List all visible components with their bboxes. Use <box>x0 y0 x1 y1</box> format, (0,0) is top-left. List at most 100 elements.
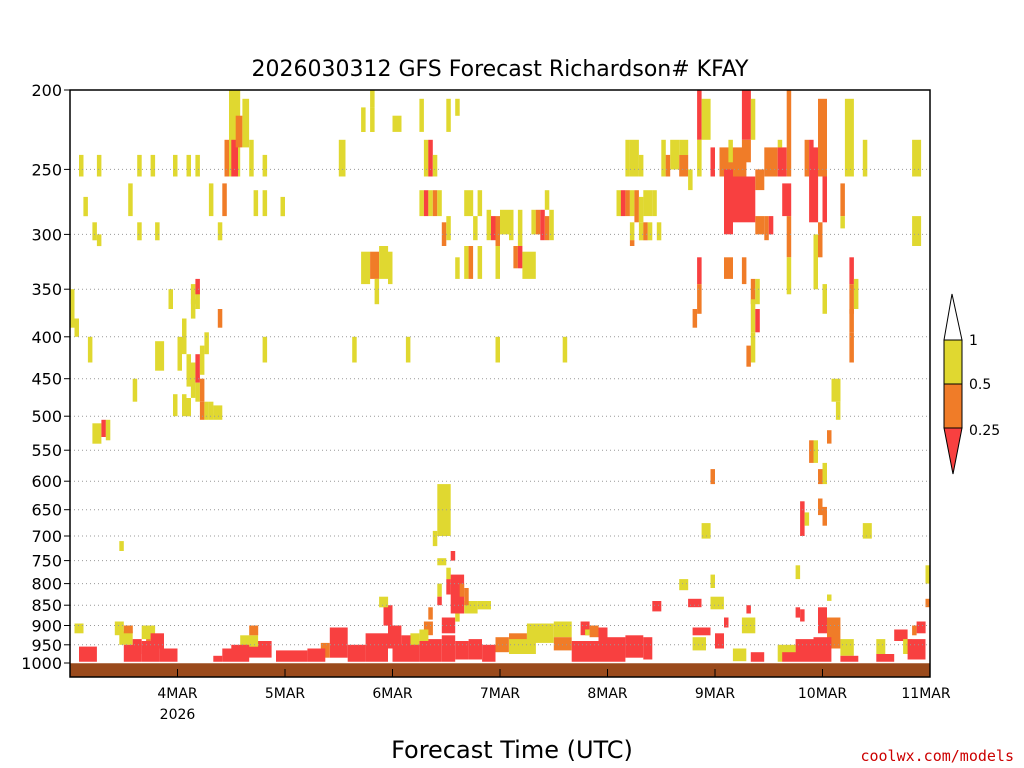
heatmap-cell <box>692 627 711 636</box>
heatmap-cell <box>638 196 644 223</box>
heatmap-cell <box>361 251 371 285</box>
heatmap-cell <box>629 139 639 177</box>
heatmap-cell <box>755 309 760 333</box>
heatmap-cell <box>195 354 200 383</box>
heatmap-cell <box>235 115 243 148</box>
heatmap-cell <box>231 644 250 667</box>
heatmap-cell <box>549 209 554 241</box>
y-tick-label: 250 <box>31 160 62 179</box>
heatmap-cell <box>352 336 357 363</box>
heatmap-cell <box>629 240 635 246</box>
heatmap-cell <box>777 139 783 148</box>
heatmap-cell <box>96 154 102 177</box>
heatmap-cell <box>629 222 635 241</box>
heatmap-cell <box>688 169 693 191</box>
heatmap-cell <box>665 154 671 177</box>
y-tick-label: 400 <box>31 328 62 347</box>
y-axis-ticks: 200 250 300 350 400 450 500 550 600 650 700 750 800 8… <box>21 81 70 673</box>
heatmap-cell <box>213 405 223 420</box>
heatmap-cell <box>840 183 845 217</box>
heatmap-cell <box>477 601 491 610</box>
heatmap-cell <box>755 169 765 191</box>
heatmap-cell <box>732 176 756 223</box>
heatmap-cell <box>423 190 429 217</box>
heatmap-cell <box>750 278 756 305</box>
heatmap-cell <box>276 650 308 665</box>
heatmap-cell <box>155 222 160 241</box>
heatmap-cell <box>491 216 496 241</box>
y-tick-label: 900 <box>31 617 62 636</box>
heatmap-cell <box>182 394 187 417</box>
heatmap-cell <box>710 147 715 177</box>
heatmap-cell <box>173 154 178 177</box>
heatmap-cell <box>468 246 474 279</box>
heatmap-cell <box>840 655 859 665</box>
heatmap-cell <box>217 222 223 241</box>
heatmap-cell <box>656 222 662 241</box>
heatmap-cell <box>79 154 84 177</box>
heatmap-cell <box>553 621 572 638</box>
heatmap-cell <box>262 154 268 177</box>
heatmap-cell <box>697 284 702 314</box>
heatmap-cell <box>437 583 442 597</box>
heatmap-cell <box>670 139 680 170</box>
heatmap-cell <box>809 139 814 177</box>
x-tick-sublabel: 2026 <box>160 707 196 723</box>
heatmap-cell <box>598 627 608 640</box>
heatmap-cell <box>123 644 142 664</box>
heatmap-cell <box>401 635 411 651</box>
heatmap-cell <box>625 190 630 217</box>
heatmap-cell <box>724 169 733 235</box>
heatmap-cell <box>486 209 492 241</box>
heatmap-cell <box>692 309 698 328</box>
heatmap-cell <box>437 596 442 606</box>
heatmap-cell <box>79 646 97 665</box>
heatmap-cell <box>477 190 483 217</box>
heatmap-cell <box>432 154 438 177</box>
heatmap-cell <box>441 617 456 634</box>
heatmap-cell <box>849 332 854 363</box>
heatmap-cell <box>827 594 832 601</box>
heatmap-cell <box>419 639 442 665</box>
heatmap-cell <box>329 627 348 658</box>
heatmap-cell <box>423 621 433 636</box>
heatmap-cell <box>338 139 346 177</box>
heatmap-cell <box>818 607 827 618</box>
heatmap-cell <box>746 345 751 367</box>
heatmap-cell <box>208 401 214 420</box>
heatmap-cell <box>544 216 550 241</box>
heatmap-cell <box>437 190 442 217</box>
heatmap-cell <box>513 246 518 269</box>
heatmap-cells <box>70 90 930 669</box>
heatmap-cell <box>249 625 259 636</box>
heatmap-cell <box>137 154 142 177</box>
heatmap-cell <box>123 625 133 634</box>
heatmap-cell <box>186 354 191 387</box>
heatmap-cell <box>186 154 191 177</box>
heatmap-cell <box>199 401 205 420</box>
heatmap-cell <box>347 644 366 664</box>
heatmap-cell <box>585 629 590 636</box>
heatmap-cell <box>446 216 451 241</box>
heatmap-cell <box>638 222 644 241</box>
legend-bottom-triangle <box>943 427 963 475</box>
heatmap-cell <box>652 601 662 612</box>
heatmap-cell <box>849 257 854 285</box>
heatmap-cell <box>423 139 429 177</box>
heatmap-cell <box>96 234 102 247</box>
heatmap-cell <box>746 605 751 614</box>
heatmap-cell <box>199 345 205 375</box>
heatmap-cell <box>249 139 254 177</box>
heatmap-cell <box>741 257 747 285</box>
heatmap-cell <box>446 567 451 580</box>
legend-swatch-orange <box>943 383 963 429</box>
heatmap-cell <box>822 506 827 526</box>
heatmap-cell <box>159 648 178 665</box>
heatmap-cell <box>365 633 388 665</box>
heatmap-cell <box>679 139 689 155</box>
heatmap-cell <box>755 216 765 235</box>
heatmap-cell <box>70 289 75 328</box>
heatmap-cell <box>137 222 142 241</box>
heatmap-cell <box>168 289 173 309</box>
heatmap-cell <box>173 394 178 417</box>
